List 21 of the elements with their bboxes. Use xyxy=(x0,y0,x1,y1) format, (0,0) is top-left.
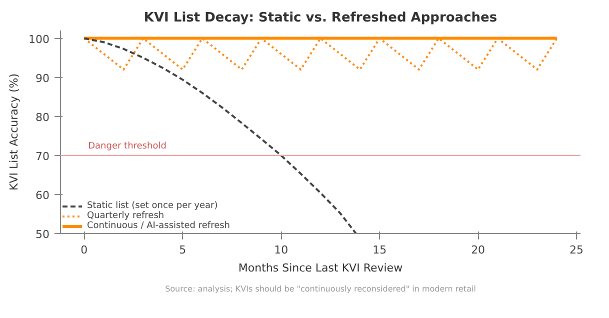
x-tick-label: 25 xyxy=(570,244,584,256)
y-tick-label: 80 xyxy=(36,110,50,124)
y-tick-label: 50 xyxy=(36,228,50,241)
legend-label: Quarterly refresh xyxy=(87,211,164,221)
chart-title: KVI List Decay: Static vs. Refreshed Approaches xyxy=(144,10,498,26)
x-tick-label: 10 xyxy=(274,244,288,256)
y-tick-label: 100 xyxy=(28,32,50,46)
x-tick-label: 0 xyxy=(80,244,88,256)
x-axis-title: Months Since Last KVI Review xyxy=(238,262,403,274)
line-series xyxy=(83,37,357,234)
x-tick-label: 15 xyxy=(372,244,387,256)
x-tick-label: 5 xyxy=(179,244,186,256)
ref-line-label: Danger threshold xyxy=(88,141,166,152)
source-note: Source: analysis; KVIs should be "continuously reconsidered" in modern retail xyxy=(165,284,476,294)
y-tick-label: 60 xyxy=(36,188,50,202)
x-tick-label: 20 xyxy=(471,244,486,256)
y-tick-label: 90 xyxy=(36,72,50,85)
y-axis-title: KVI List Accuracy (%) xyxy=(8,74,21,190)
y-tick-label: 70 xyxy=(36,150,50,163)
legend-label: Static list (set once per year) xyxy=(87,201,218,211)
legend-label: Continuous / AI-assisted refresh xyxy=(87,221,230,231)
